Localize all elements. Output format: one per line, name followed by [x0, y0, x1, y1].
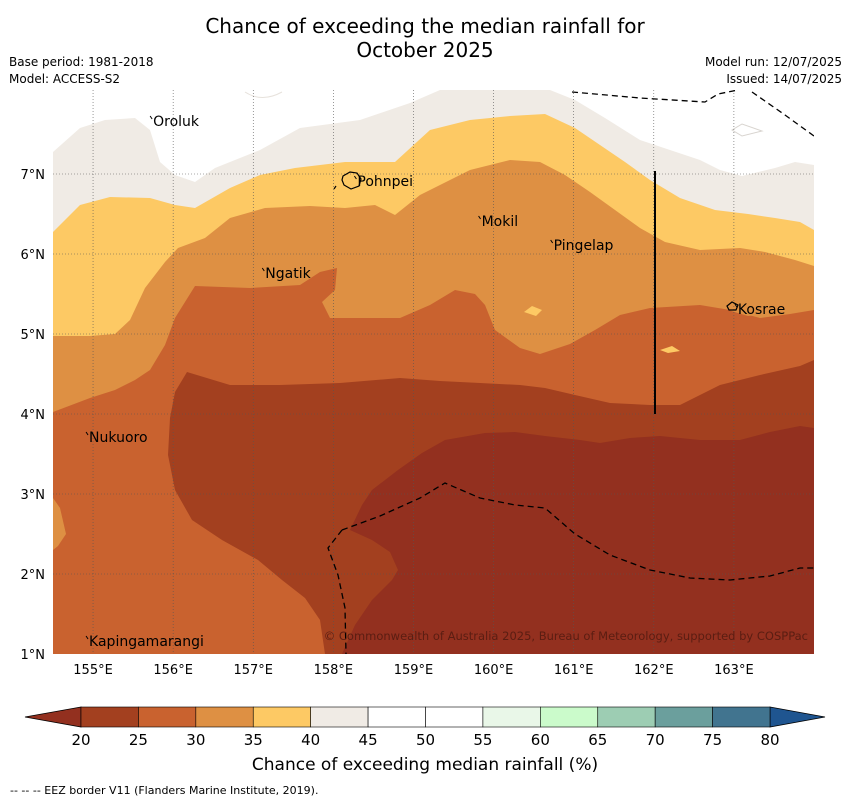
colorbar-label: Chance of exceeding median rainfall (%)	[251, 755, 599, 775]
eez-borders	[327, 90, 814, 654]
patch-west-edge	[53, 498, 66, 550]
model-name: Model: ACCESS-S2	[9, 72, 121, 86]
issued-date: Issued: 14/07/2025	[726, 72, 842, 86]
patch-kosrae-east	[728, 300, 780, 316]
place-marker	[85, 635, 89, 640]
contour-top	[244, 91, 283, 98]
lat-tick-label: 6°N	[21, 248, 46, 263]
place-labels: Oroluk Pohnpei Mokil Pingelap Ngatik Kosrae Nu…	[85, 114, 785, 650]
colorbar-swatch	[482, 706, 541, 728]
colorbar-swatch	[654, 706, 713, 728]
place-marker	[149, 115, 153, 120]
place-marker	[734, 303, 738, 308]
patch-35-40-small	[524, 306, 542, 316]
contour-small-east	[731, 123, 764, 137]
eez-border-ne	[751, 91, 814, 137]
colorbar-swatch	[252, 706, 311, 728]
colorbar-tick-label: 65	[588, 731, 607, 749]
lon-tick-label: 158°E	[314, 663, 354, 678]
colorbar-swatch	[195, 706, 254, 728]
eez-border-north	[571, 90, 739, 103]
lon-tick-label: 161°E	[554, 663, 594, 678]
copyright-text: © Commonwealth of Australia 2025, Bureau…	[324, 629, 808, 643]
lat-tick-label: 5°N	[21, 328, 46, 343]
eez-border-south	[341, 482, 814, 581]
colorbar-tick-label: 20	[71, 731, 90, 749]
place-marker	[478, 215, 481, 220]
kosrae-island	[726, 301, 739, 311]
colorbar-tick-label: 35	[244, 731, 263, 749]
colorbar-tick-label: 55	[473, 731, 492, 749]
colorbar-swatch	[425, 706, 484, 728]
place-label: Mokil	[482, 214, 519, 230]
colorbar-tick-label: 70	[646, 731, 665, 749]
colorbar-tick-label: 60	[531, 731, 550, 749]
colorbar-swatch	[367, 706, 426, 728]
colorbar: 20 25 30 35 40 45 50 55 60 65 70 75 80	[24, 706, 826, 749]
place-marker	[85, 431, 89, 436]
place-marker	[261, 267, 265, 272]
map-title: Chance of exceeding the median rainfall …	[0, 14, 850, 62]
lat-tick-label: 7°N	[21, 168, 46, 183]
lat-tick-label: 4°N	[21, 408, 46, 423]
colorbar-tick-label: 75	[703, 731, 722, 749]
place-label: Kapingamarangi	[89, 634, 204, 650]
place-label: Oroluk	[153, 114, 200, 130]
colorbar-tick-label: 25	[129, 731, 148, 749]
place-label: Kosrae	[738, 302, 785, 318]
colorbar-tick-label: 30	[186, 731, 205, 749]
lat-tick-label: 3°N	[21, 488, 46, 503]
colorbar-swatch	[597, 706, 656, 728]
lon-tick-label: 157°E	[233, 663, 273, 678]
lon-tick-label: 155°E	[73, 663, 113, 678]
place-label: Nukuoro	[89, 430, 147, 446]
islands	[333, 171, 739, 311]
colorbar-under-arrow	[24, 706, 82, 728]
colorbar-over-arrow	[769, 706, 826, 728]
lat-tick-label: 1°N	[21, 648, 46, 663]
place-label: Pingelap	[554, 238, 614, 254]
lon-tick-label: 163°E	[714, 663, 754, 678]
grid-lines	[53, 90, 814, 654]
colorbar-swatch	[712, 706, 771, 728]
colorbar-swatch	[138, 706, 197, 728]
pohnpei-island	[341, 171, 362, 190]
place-marker	[550, 239, 554, 244]
colorbar-tick-label: 45	[359, 731, 378, 749]
colorbar-swatch	[310, 706, 369, 728]
lon-tick-label: 162°E	[634, 663, 674, 678]
lon-tick-label: 160°E	[474, 663, 514, 678]
map-fill-layers	[53, 90, 814, 654]
lat-tick-label: 2°N	[21, 568, 46, 583]
place-label: Ngatik	[265, 266, 311, 282]
place-label: Pohnpei	[357, 174, 413, 190]
longitude-axis: 155°E 156°E 157°E 158°E 159°E 160°E 161°E 162°E…	[73, 663, 753, 678]
band-below-20	[342, 426, 814, 654]
model-run: Model run: 12/07/2025	[704, 55, 842, 69]
place-marker	[353, 175, 357, 180]
lon-tick-label: 159°E	[394, 663, 434, 678]
map-title-line2: October 2025	[356, 38, 494, 62]
colorbar-swatch	[540, 706, 599, 728]
colorbar-tick-label: 40	[301, 731, 320, 749]
patch-35-40-small-2	[660, 346, 680, 353]
colorbar-tick-label: 50	[416, 731, 435, 749]
pohnpei-islet	[333, 185, 337, 190]
eez-footnote: -- -- -- EEZ border V11 (Flanders Marine…	[10, 784, 319, 797]
latitude-axis: 1°N 2°N 3°N 4°N 5°N 6°N 7°N	[21, 168, 46, 663]
meta-left: Base period: 1981-2018 Model: ACCESS-S2	[9, 54, 154, 88]
lon-tick-label: 156°E	[153, 663, 193, 678]
base-period: Base period: 1981-2018	[9, 55, 154, 69]
map-title-line1: Chance of exceeding the median rainfall …	[205, 14, 645, 38]
colorbar-swatch	[80, 706, 139, 728]
meta-right: Model run: 12/07/2025 Issued: 14/07/2025	[705, 54, 842, 88]
colorbar-tick-label: 80	[760, 731, 779, 749]
eez-border-southwest	[327, 529, 347, 654]
